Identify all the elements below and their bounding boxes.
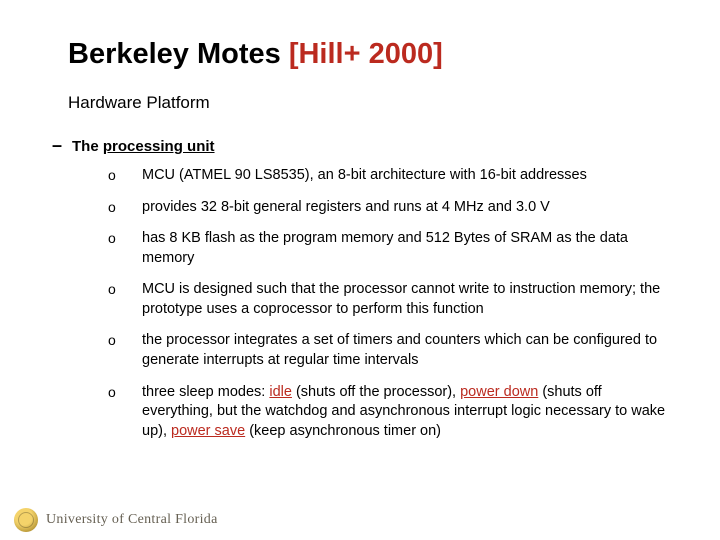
bullet-marker: o (108, 166, 142, 183)
bullet-marker: o (108, 280, 142, 297)
bullet-item: othe processor integrates a set of timer… (108, 331, 672, 370)
subheading-row: – The processing unit (42, 135, 672, 156)
subheading-plain: The (72, 138, 103, 155)
bullet-marker: o (108, 331, 142, 348)
subheading: The processing unit (72, 138, 215, 155)
dash-marker: – (42, 135, 72, 156)
title-part-2: [Hill+ 2000] (289, 38, 443, 70)
footer: University of Central Florida (14, 508, 218, 532)
bullet-text: MCU is designed such that the processor … (142, 280, 672, 319)
bullet-marker: o (108, 229, 142, 246)
slide: Berkeley Motes [Hill+ 2000] Hardware Pla… (0, 0, 720, 540)
subheading-underlined: processing unit (103, 138, 215, 155)
ucf-seal-icon (14, 508, 38, 532)
bullet-item: ohas 8 KB flash as the program memory an… (108, 229, 672, 268)
slide-title: Berkeley Motes [Hill+ 2000] (68, 38, 672, 71)
bullet-marker: o (108, 198, 142, 215)
bullet-text: three sleep modes: idle (shuts off the p… (142, 383, 672, 442)
bullet-item: oprovides 32 8-bit general registers and… (108, 198, 672, 218)
section-heading: Hardware Platform (68, 93, 672, 113)
footer-text: University of Central Florida (46, 512, 218, 528)
bullet-marker: o (108, 383, 142, 400)
bullet-item: othree sleep modes: idle (shuts off the … (108, 383, 672, 442)
bullet-item: oMCU is designed such that the processor… (108, 280, 672, 319)
bullet-text: provides 32 8-bit general registers and … (142, 198, 550, 218)
title-part-1: Berkeley Motes (68, 38, 289, 70)
bullet-text: has 8 KB flash as the program memory and… (142, 229, 672, 268)
bullet-item: oMCU (ATMEL 90 LS8535), an 8-bit archite… (108, 166, 672, 186)
bullet-text: the processor integrates a set of timers… (142, 331, 672, 370)
bullet-text: MCU (ATMEL 90 LS8535), an 8-bit architec… (142, 166, 587, 186)
bullet-list: oMCU (ATMEL 90 LS8535), an 8-bit archite… (108, 166, 672, 441)
